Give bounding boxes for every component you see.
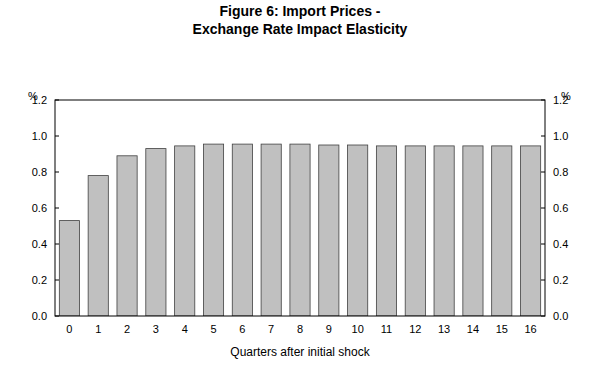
x-tick-label: 4 <box>182 323 188 335</box>
x-tick-label: 11 <box>381 323 392 335</box>
bar <box>175 146 195 316</box>
plot-frame <box>55 100 545 316</box>
y-tick-label-left: 0.6 <box>32 202 47 214</box>
x-tick-label: 1 <box>95 323 101 335</box>
bar <box>492 146 512 316</box>
y-tick-left <box>55 244 59 245</box>
y-tick-left <box>55 208 59 209</box>
y-tick-label-right: 0.6 <box>553 202 568 214</box>
chart-svg: Figure 6: Import Prices - Exchange Rate I… <box>0 0 600 372</box>
subtitle: Exchange Rate Impact Elasticity <box>193 21 408 37</box>
bar <box>405 146 425 316</box>
x-tick-label: 12 <box>409 323 421 335</box>
chart-container: Figure 6: Import Prices - Exchange Rate I… <box>0 0 600 372</box>
y-tick-left <box>55 136 59 137</box>
x-tick-label: 15 <box>496 323 508 335</box>
x-tick-label: 13 <box>438 323 450 335</box>
x-axis-label: Quarters after initial shock <box>230 345 370 359</box>
x-tick-label: 16 <box>524 323 536 335</box>
bar <box>319 145 339 316</box>
bar <box>203 144 223 316</box>
y-tick-label-right: 0.2 <box>553 274 568 286</box>
y-tick-label-left: 1.2 <box>32 94 47 106</box>
y-tick-right <box>541 280 545 281</box>
y-tick-left <box>55 172 59 173</box>
y-tick-label-left: 0.8 <box>32 166 47 178</box>
bar <box>290 144 310 316</box>
bar <box>232 144 252 316</box>
bar <box>59 221 79 316</box>
bar <box>88 176 108 316</box>
x-tick-label: 2 <box>124 323 130 335</box>
y-tick-label-left: 0.0 <box>32 310 47 322</box>
x-tick-label: 8 <box>297 323 303 335</box>
y-tick-left <box>55 280 59 281</box>
bar <box>376 146 396 316</box>
x-tick-label: 5 <box>210 323 216 335</box>
y-tick-label-right: 0.4 <box>553 238 568 250</box>
y-tick-label-right: 1.0 <box>553 130 568 142</box>
bars <box>59 144 540 316</box>
x-tick-label: 0 <box>66 323 72 335</box>
title: Figure 6: Import Prices - <box>219 3 380 19</box>
y-tick-right <box>541 136 545 137</box>
y-tick-right <box>541 208 545 209</box>
y-tick-label-left: 1.0 <box>32 130 47 142</box>
bar <box>463 146 483 316</box>
bar <box>434 146 454 316</box>
x-tick-label: 9 <box>326 323 332 335</box>
y-tick-label-right: 0.0 <box>553 310 568 322</box>
y-tick-right <box>541 244 545 245</box>
y-tick-label-left: 0.2 <box>32 274 47 286</box>
bar <box>146 149 166 316</box>
x-tick-label: 14 <box>467 323 479 335</box>
x-tick-label: 3 <box>153 323 159 335</box>
y-tick-label-right: 1.2 <box>553 94 568 106</box>
y-tick-right <box>541 172 545 173</box>
bar <box>117 156 137 316</box>
bar <box>348 145 368 316</box>
y-tick-label-right: 0.8 <box>553 166 568 178</box>
y-tick-label-left: 0.4 <box>32 238 47 250</box>
x-tick-label: 7 <box>268 323 274 335</box>
bar <box>261 144 281 316</box>
x-tick-label: 6 <box>239 323 245 335</box>
bar <box>521 146 541 316</box>
x-tick-label: 10 <box>352 323 364 335</box>
